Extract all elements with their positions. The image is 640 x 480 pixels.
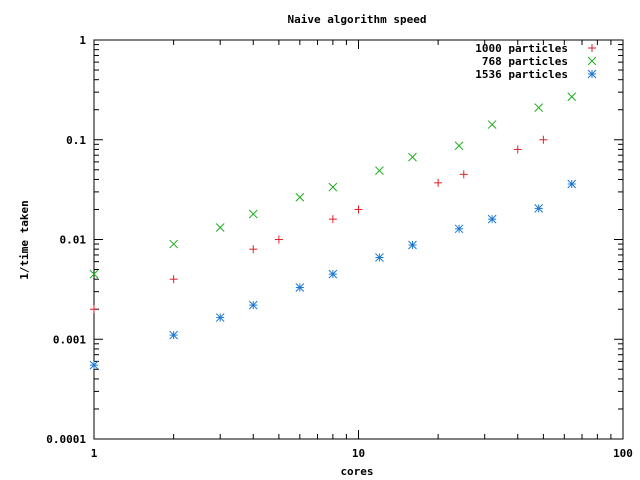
x-tick-label: 10 — [352, 447, 365, 460]
data-point — [215, 223, 225, 232]
data-point — [89, 269, 99, 279]
data-point — [567, 179, 577, 189]
legend-marker — [587, 56, 597, 66]
data-point — [408, 240, 417, 250]
data-point — [248, 300, 258, 310]
data-point — [295, 192, 305, 202]
legend-label: 1000 particles — [475, 42, 568, 55]
y-axis-label: 1/time taken — [18, 200, 31, 279]
data-point — [354, 205, 363, 214]
data-point — [375, 253, 384, 262]
legend-label: 1536 particles — [475, 68, 568, 81]
chart-title: Naive algorithm speed — [287, 13, 426, 26]
data-point — [375, 166, 384, 176]
series-2 — [89, 92, 577, 279]
y-tick-label: 0.1 — [66, 134, 86, 147]
data-points — [89, 92, 577, 370]
legend-label: 768 particles — [482, 55, 568, 68]
x-tick-label: 1 — [91, 447, 98, 460]
series-1 — [90, 135, 548, 314]
data-point — [89, 360, 99, 370]
data-point — [487, 214, 497, 224]
y-tick-label: 0.01 — [60, 234, 87, 247]
y-tick-label: 0.0001 — [46, 433, 86, 446]
data-point — [169, 275, 178, 284]
data-point — [534, 103, 544, 112]
legend-marker — [588, 44, 596, 52]
data-point — [295, 283, 305, 292]
x-axis-label: cores — [340, 465, 373, 478]
data-point — [90, 305, 98, 314]
data-point — [567, 92, 577, 102]
data-point — [215, 313, 225, 322]
data-point — [487, 120, 497, 129]
data-point — [169, 239, 178, 249]
data-point — [454, 141, 464, 151]
data-point — [454, 224, 464, 234]
series-3 — [89, 179, 577, 370]
data-point — [434, 178, 443, 187]
data-point — [169, 330, 178, 340]
y-tick-label: 0.001 — [53, 333, 86, 346]
data-point — [459, 170, 468, 179]
y-tick-label: 1 — [79, 34, 86, 47]
data-point — [539, 135, 548, 144]
data-point — [328, 182, 338, 192]
x-tick-label: 100 — [613, 447, 633, 460]
data-point — [534, 204, 544, 213]
data-point — [328, 215, 337, 224]
data-point — [513, 145, 522, 154]
legend-marker — [587, 69, 597, 79]
axes: 1 10 100 0.0001 0.001 0.01 0.1 1 — [46, 34, 633, 460]
data-point — [328, 269, 338, 279]
data-point — [248, 209, 258, 219]
data-point — [249, 245, 258, 254]
data-point — [408, 152, 417, 162]
plot-border — [93, 39, 624, 440]
data-point — [274, 235, 283, 244]
